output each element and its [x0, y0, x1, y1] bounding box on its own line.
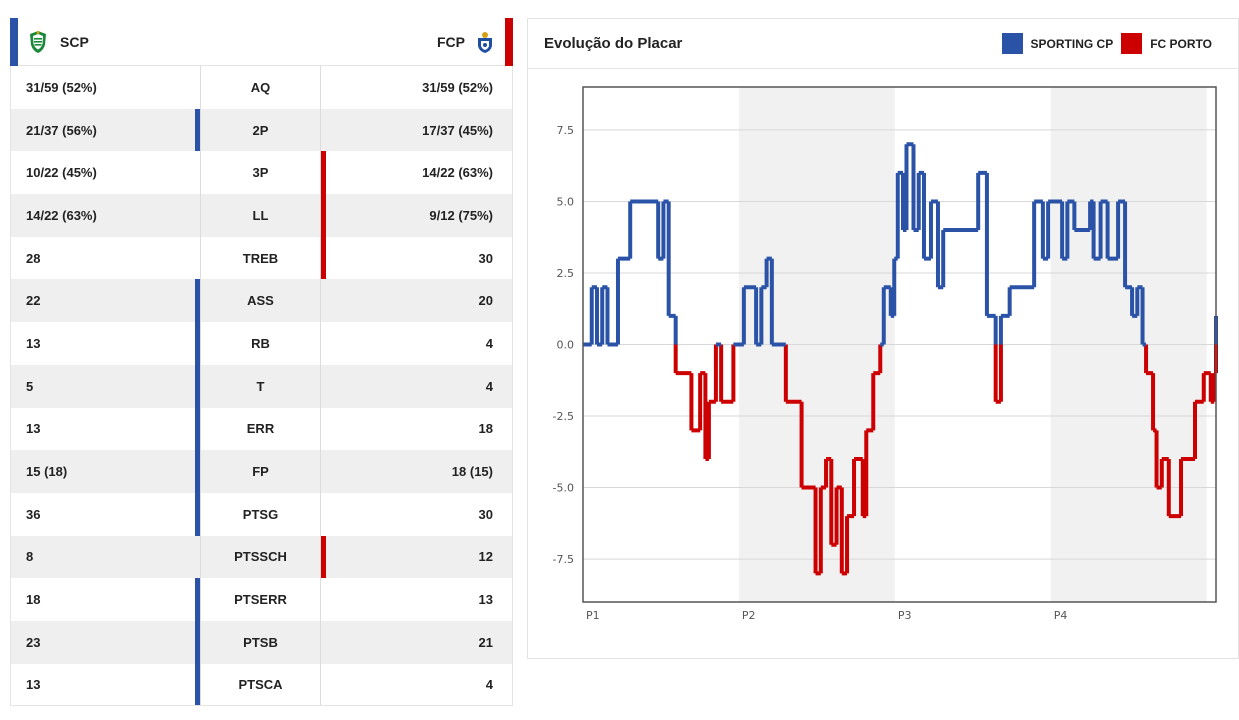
- stat-row: 18 PTSERR 13: [10, 578, 513, 621]
- left-team-abbr: SCP: [60, 34, 89, 50]
- right-team-abbr: FCP: [437, 34, 465, 50]
- legend-label-porto: FC PORTO: [1150, 36, 1212, 51]
- stat-label: PTSB: [195, 620, 321, 664]
- chart-title: Evolução do Placar: [544, 35, 683, 52]
- left-team-color-bar: [10, 18, 18, 66]
- stat-right-value: 14/22 (63%): [422, 165, 493, 181]
- stat-left-value: 10/22 (45%): [26, 165, 97, 181]
- stat-label: 3P: [200, 151, 326, 195]
- stat-label: ASS: [195, 279, 321, 323]
- score-evolution-chart: 7.5 5.0 2.5 0.0 -2.5 -5.0 -7.5 P1 P2 P3 P4: [553, 86, 1218, 622]
- stat-right-value: 9/12 (75%): [429, 207, 493, 223]
- stat-left-value: 23: [26, 634, 41, 650]
- stat-row: 10/22 (45%) 3P 14/22 (63%): [10, 151, 513, 195]
- x-tick-label: P1: [586, 609, 600, 622]
- stat-row: 14/22 (63%) LL 9/12 (75%): [10, 194, 513, 237]
- stat-left-value: 14/22 (63%): [26, 207, 97, 223]
- x-tick-label: P2: [742, 609, 756, 622]
- stat-right-value: 30: [478, 506, 493, 522]
- y-tick-label: 0.0: [557, 339, 575, 352]
- stat-right-value: 21: [478, 634, 493, 650]
- stat-label: ERR: [195, 407, 321, 451]
- stat-right-value: 13: [478, 592, 493, 608]
- stats-header: SCP FCP: [10, 18, 513, 66]
- stat-label: PTSSCH: [200, 535, 326, 579]
- stat-label: FP: [195, 450, 321, 493]
- stat-label: TREB: [200, 236, 326, 280]
- stat-right-value: 30: [478, 250, 493, 266]
- stat-label: RB: [195, 322, 321, 365]
- legend-swatch-porto: [1121, 33, 1143, 54]
- legend-item-porto[interactable]: FC PORTO: [1121, 33, 1212, 54]
- stat-right-value: 4: [485, 335, 493, 351]
- series-line-sporting-lead: [583, 142, 1218, 347]
- stat-row: 28 TREB 30: [10, 236, 513, 280]
- stat-left-value: 13: [26, 677, 41, 693]
- stat-right-value: 12: [478, 549, 493, 565]
- stat-right-value: 18 (15): [451, 464, 493, 480]
- chart-legend: SPORTING CP FC PORTO: [994, 33, 1212, 54]
- x-tick-label: P4: [1054, 609, 1068, 622]
- series-line-porto-lead: [673, 344, 1218, 576]
- stat-left-value: 15 (18): [26, 464, 68, 480]
- stat-row: 15 (18) FP 18 (15): [10, 450, 513, 493]
- y-tick-label: 2.5: [557, 267, 575, 280]
- panel-header: Evolução do Placar SPORTING CP FC PORTO: [528, 19, 1238, 69]
- stat-label: LL: [200, 194, 326, 237]
- legend-label-sporting: SPORTING CP: [1030, 36, 1114, 51]
- stat-left-value: 28: [26, 250, 41, 266]
- score-evolution-panel: Evolução do Placar SPORTING CP FC PORTO …: [527, 18, 1239, 659]
- stat-left-value: 31/59 (52%): [26, 79, 97, 95]
- stat-right-value: 4: [485, 677, 493, 693]
- right-team-color-bar: [505, 18, 513, 66]
- y-tick-label: -2.5: [553, 410, 574, 423]
- left-team: SCP: [28, 18, 89, 66]
- team-stats-table: SCP FCP 31/59 (52%) AQ 31/59 (52%) 21/37 (5…: [10, 18, 513, 707]
- stat-row: 5 T 4: [10, 364, 513, 408]
- y-tick-label: 7.5: [557, 124, 575, 137]
- stat-row: 8 PTSSCH 12: [10, 535, 513, 579]
- plot-frame: [582, 86, 1217, 603]
- stat-row: 21/37 (56%) 2P 17/37 (45%): [10, 108, 513, 152]
- stat-left-value: 13: [26, 421, 41, 437]
- stat-left-value: 36: [26, 506, 41, 522]
- stat-row: 13 RB 4: [10, 322, 513, 365]
- stat-label: PTSCA: [195, 663, 321, 707]
- stat-right-value: 4: [485, 378, 493, 394]
- x-tick-label: P3: [898, 609, 912, 622]
- y-tick-label: -5.0: [553, 482, 574, 495]
- stat-row: 13 PTSCA 4: [10, 663, 513, 707]
- stat-left-value: 22: [26, 293, 41, 309]
- stat-row: 31/59 (52%) AQ 31/59 (52%): [10, 66, 513, 109]
- stat-left-value: 18: [26, 592, 41, 608]
- sporting-crest-icon: [28, 30, 48, 54]
- stat-label: AQ: [200, 66, 321, 109]
- stat-label: PTSG: [195, 492, 321, 536]
- stat-row: 22 ASS 20: [10, 279, 513, 323]
- legend-item-sporting[interactable]: SPORTING CP: [1001, 33, 1114, 54]
- stat-right-value: 20: [478, 293, 493, 309]
- right-team: FCP: [437, 18, 495, 66]
- stat-row: 36 PTSG 30: [10, 492, 513, 536]
- stat-right-value: 31/59 (52%): [422, 79, 493, 95]
- stat-left-value: 8: [26, 549, 34, 565]
- stats-rows: 31/59 (52%) AQ 31/59 (52%) 21/37 (56%) 2P 17/…: [10, 66, 513, 707]
- stat-row: 23 PTSB 21: [10, 620, 513, 664]
- stat-label: 2P: [195, 108, 321, 152]
- stat-left-value: 21/37 (56%): [26, 122, 97, 138]
- stat-label: T: [195, 364, 321, 408]
- porto-crest-icon: [475, 30, 495, 54]
- stat-left-value: 13: [26, 335, 41, 351]
- stat-right-value: 17/37 (45%): [422, 122, 493, 138]
- stat-right-value: 18: [478, 421, 493, 437]
- y-tick-label: -7.5: [553, 553, 574, 566]
- legend-swatch-sporting: [1001, 33, 1023, 54]
- stat-label: PTSERR: [195, 578, 321, 621]
- stat-row: 13 ERR 18: [10, 407, 513, 451]
- stat-left-value: 5: [26, 378, 34, 394]
- y-tick-label: 5.0: [557, 195, 575, 208]
